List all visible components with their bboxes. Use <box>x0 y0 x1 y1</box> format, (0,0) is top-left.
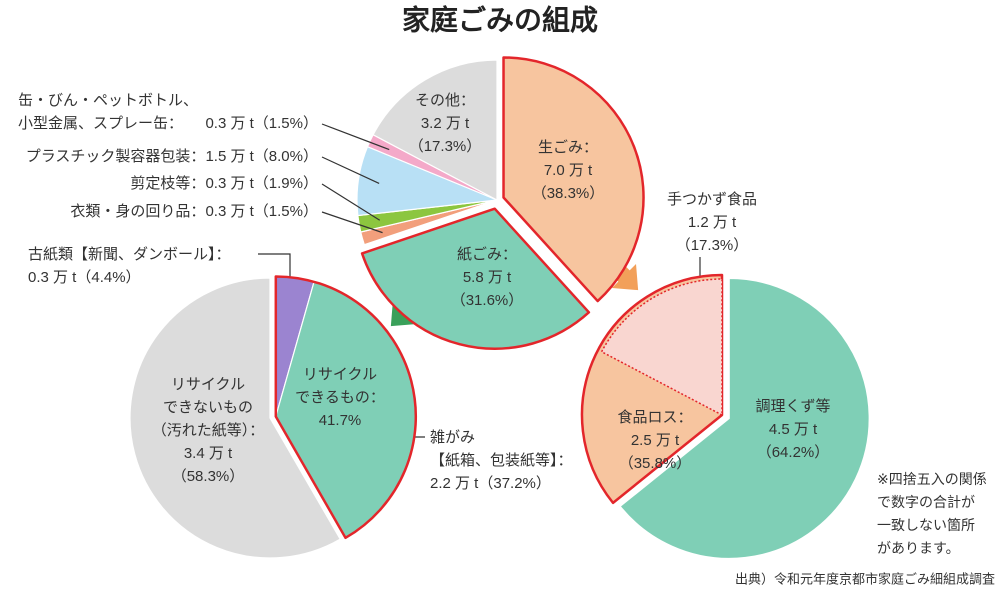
value-label: （17.3%） <box>409 138 482 155</box>
slice-name: リサイクルできないもの （汚れた紙等）： <box>152 376 265 439</box>
amount-label: 3.2 万 t <box>421 115 470 132</box>
pie-slice <box>619 277 870 560</box>
amount-label: 2.2 万 t（37.2%） <box>430 475 551 492</box>
text-line: ※四捨五入の関係 <box>877 471 987 487</box>
slice-name: 食品ロス： <box>617 409 692 426</box>
text-line: があります。 <box>877 540 960 556</box>
source: 出典）令和元年度京都市家庭ごみ細組成調査 <box>735 571 995 586</box>
leader-line <box>321 123 390 151</box>
text-line: で数字の合計が <box>877 494 975 510</box>
text-line: （汚れた紙等）： <box>152 421 265 439</box>
value-label: （4.4%） <box>76 269 140 286</box>
slice-name: 紙ごみ： <box>457 246 517 263</box>
slice-name: プラスチック製容器包装： <box>26 148 206 165</box>
leader-line <box>321 211 383 234</box>
text-line: 【紙箱、包装紙等】： <box>430 451 573 469</box>
amount-label: 0.3 万 t（1.5%） <box>205 115 318 132</box>
text-line: できるもの： <box>295 389 385 406</box>
group-outline <box>274 275 418 540</box>
leader-line <box>321 183 381 221</box>
amount-label: 3.4 万 t <box>184 445 233 462</box>
amount-label: 0.3 万 t（4.4%） <box>28 269 141 286</box>
text-line: 一致しない箇所 <box>877 517 975 533</box>
chart-title: 家庭ごみの組成 <box>402 3 598 35</box>
value-label: （1.9%） <box>254 175 318 192</box>
text-line: できないもの <box>163 399 253 416</box>
label: 手つかず食品 <box>667 191 757 208</box>
value-label: 0.3 万 t <box>28 269 77 286</box>
text-line: 雑がみ <box>430 429 475 446</box>
value-label: （37.2%） <box>478 475 551 492</box>
value-label: （31.6%） <box>451 292 524 309</box>
value-label: 0.3 万 t <box>205 115 254 132</box>
amount-label: 4.5 万 t <box>769 421 818 438</box>
text-line: リサイクル <box>171 376 245 393</box>
value-label: 0.3 万 t <box>205 203 254 220</box>
label: リサイクルできるもの： <box>295 366 385 406</box>
text-line: リサイクル <box>303 366 377 383</box>
value-label: （35.8%） <box>619 455 692 472</box>
slice-name: 衣類・身の回り品： <box>70 203 205 220</box>
slice-name: 剪定枝等： <box>130 174 205 192</box>
leader-line <box>321 156 380 184</box>
amount-label: 1.5 万 t（8.0%） <box>205 148 318 165</box>
pie-slice <box>129 277 341 559</box>
amount-label: 5.8 万 t <box>463 269 512 286</box>
amount-label: 0.3 万 t（1.5%） <box>205 203 318 220</box>
value-label: （58.3%） <box>172 468 245 485</box>
pie-slice <box>360 207 591 350</box>
value-label: （1.5%） <box>254 115 318 132</box>
value-label: 1.5 万 t <box>205 148 254 165</box>
amount-label: 2.5 万 t <box>631 432 680 449</box>
slice-name: その他： <box>415 92 475 109</box>
slice-name: 雑がみ【紙箱、包装紙等】： <box>430 429 573 469</box>
pie-slice <box>372 59 498 201</box>
amount-label: 0.3 万 t（1.9%） <box>205 175 318 192</box>
value-label: 2.2 万 t <box>430 475 479 492</box>
text-line: 缶・びん・ペットボトル、 <box>18 92 198 109</box>
pie-slice <box>502 56 645 303</box>
amount-label: 1.2 万 t <box>688 214 737 231</box>
value-label: （1.5%） <box>254 203 318 220</box>
slice-name: 調理くず等 <box>755 397 830 415</box>
value-label: （17.3%） <box>676 237 749 254</box>
value-label: （64.2%） <box>757 444 830 461</box>
value-label: 0.3 万 t <box>205 175 254 192</box>
slice-name: 生ごみ： <box>538 139 598 156</box>
value-label: （8.0%） <box>254 148 318 165</box>
value-label: （38.3%） <box>532 185 605 202</box>
subset-slice <box>600 278 723 417</box>
note: ※四捨五入の関係で数字の合計が一致しない箇所があります。 <box>877 471 987 556</box>
slice-name: 古紙類【新聞、ダンボール】： <box>28 246 231 263</box>
amount-label: 7.0 万 t <box>544 162 593 179</box>
value-label: 41.7% <box>319 412 362 429</box>
text-line: 小型金属、スプレー缶： <box>18 115 183 132</box>
slice-name: 缶・びん・ペットボトル、小型金属、スプレー缶： <box>18 92 198 132</box>
